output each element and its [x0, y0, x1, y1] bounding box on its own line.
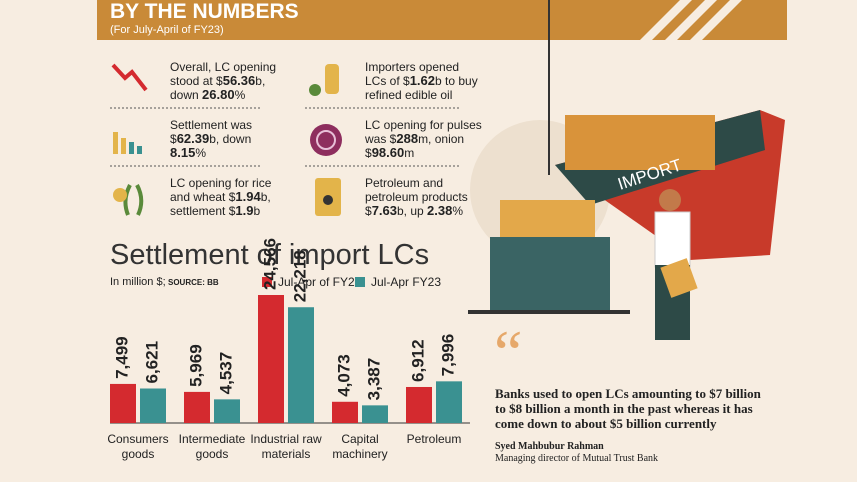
legend-swatch [355, 277, 365, 287]
icons [111, 63, 342, 216]
fact-figure: 26.80 [202, 87, 235, 102]
fact: LC opening for rice and wheat $1.94b, se… [170, 176, 300, 218]
fact: Overall, LC opening stood at $56.36b, do… [170, 60, 300, 102]
stripes [640, 0, 742, 40]
fact-figure: 1.9 [235, 203, 254, 218]
bar [436, 381, 462, 423]
chart-title: Settlement of import LCs [110, 239, 429, 271]
fact-text: Importers opened LCs of $ [365, 60, 460, 88]
fact-text: b, up [397, 204, 428, 218]
value-label: 4,537 [216, 352, 235, 395]
header-subtitle: (For July-April of FY23) [110, 24, 224, 36]
legend-swatch [262, 277, 272, 287]
fact-text: m, onion $ [365, 132, 465, 160]
x-tick-label: Intermediate goods [178, 432, 246, 461]
chart-source: SOURCE: BB [168, 278, 219, 287]
bar [140, 388, 166, 423]
fact-text: % [195, 146, 206, 160]
fact: Petroleum and petroleum products $7.63b,… [365, 176, 495, 218]
fact: LC opening for pulses was $288m, onion $… [365, 118, 495, 160]
bar [184, 391, 210, 423]
fact-figure: 56.36 [222, 73, 256, 88]
fact-figure: 8.15 [170, 145, 196, 160]
fact-text: % [452, 204, 464, 218]
bar [288, 307, 314, 423]
value-label: 6,621 [142, 341, 161, 384]
bar [406, 386, 432, 423]
x-tick-label: Industrial raw materials [250, 432, 322, 461]
fact-text: Overall, LC opening stood at $ [170, 60, 277, 88]
fact-text: b to buy refined edible oil [365, 74, 478, 102]
x-tick-label: Capital machinery [332, 432, 388, 461]
quote-mark: “ [494, 317, 522, 388]
quote-line: come down to about $5 billion currently [495, 416, 717, 431]
value-label: 24,566 [260, 238, 279, 290]
x-tick-label: Petroleum [406, 432, 462, 446]
fact-figure: 62.39 [176, 131, 210, 146]
fact-text: Settlement was $ [170, 118, 253, 146]
fact-figure: 1.62 [409, 73, 436, 88]
fact-text: LC opening for pulses was $ [365, 118, 482, 146]
value-label: 4,073 [334, 354, 353, 397]
value-label: 6,912 [408, 339, 427, 382]
bar [362, 405, 388, 423]
separators [110, 107, 460, 167]
fact-figure: 288 [396, 131, 419, 146]
value-label: 3,387 [364, 358, 383, 401]
header-title: BY THE NUMBERS [110, 0, 299, 23]
fact-text: LC opening for rice and wheat $ [170, 176, 272, 204]
x-tick-label: Consumers goods [107, 432, 169, 461]
fact-figure: 98.60 [371, 145, 405, 160]
fact: Importers opened LCs of $1.62b to buy re… [365, 60, 495, 102]
fact-figure: 2.38 [427, 203, 453, 218]
quote-line: Banks used to open LCs amounting to $7 b… [495, 386, 761, 401]
fact-text: Petroleum and petroleum products $ [365, 176, 468, 218]
value-label: 7,499 [112, 336, 131, 379]
fact-text: b, down [170, 74, 266, 102]
quote-author: Syed Mahbubur Rahman [495, 441, 604, 452]
bar [214, 399, 240, 423]
chart-subtitle: In million $; [110, 276, 166, 288]
value-label: 5,969 [186, 344, 205, 387]
value-label: 7,996 [438, 334, 457, 377]
fact-text: % [234, 88, 246, 102]
fact-text: b, settlement $ [170, 190, 271, 218]
bar [258, 295, 284, 423]
ship-illustration: IMPORT [468, 0, 785, 340]
legend-label: Jul-Apr FY23 [371, 275, 441, 289]
fact-figure: 1.94 [235, 189, 261, 204]
fact-figure: 7.63 [371, 203, 397, 218]
bar [110, 383, 136, 423]
fact-text: b [253, 204, 261, 218]
quote-line: to $8 billion a month in the past wherea… [495, 401, 753, 416]
quote-role: Managing director of Mutual Trust Bank [495, 453, 659, 464]
legend-label: Jul-Apr of FY22 [278, 275, 362, 289]
value-label: 22,218 [290, 250, 309, 302]
fact: Settlement was $62.39b, down 8.15% [170, 118, 300, 160]
fact-text: b, down [209, 132, 252, 146]
fact-text: m [404, 146, 415, 160]
bar [332, 401, 358, 423]
